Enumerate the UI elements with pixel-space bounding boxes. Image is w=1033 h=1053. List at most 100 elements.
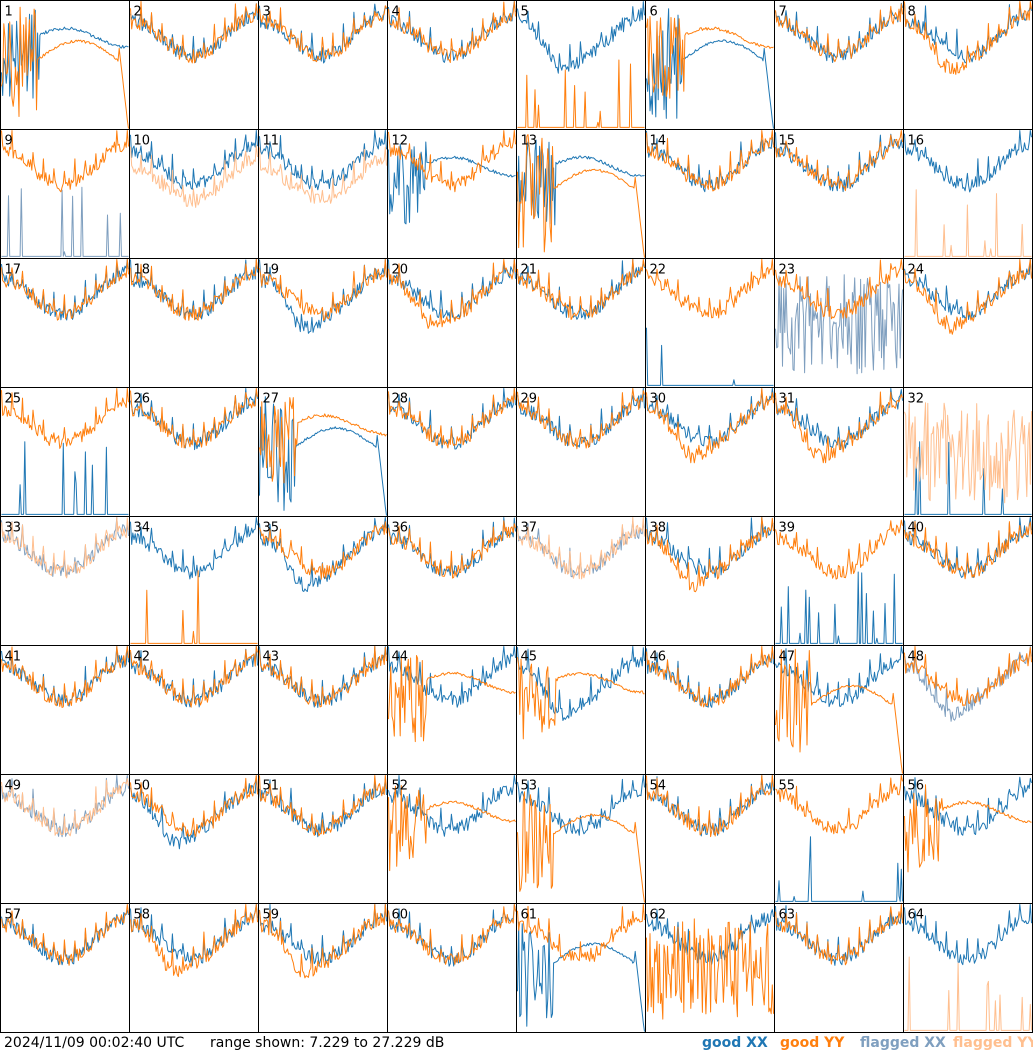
antenna-panel-39: 39 <box>774 516 904 646</box>
good-yy-line <box>259 904 387 979</box>
panel-number-label: 15 <box>779 134 796 149</box>
good-yy-line <box>388 520 516 579</box>
good-yy-line <box>388 388 516 449</box>
panel-number-label: 10 <box>134 134 151 149</box>
panel-number-label: 28 <box>392 392 409 407</box>
good-xx-line <box>646 388 774 450</box>
flagged-yy-line <box>904 402 1032 504</box>
legend-flagged-yy: flagged YY <box>953 1035 1033 1051</box>
antenna-panel-36: 36 <box>387 516 517 646</box>
good-yy-line <box>1 259 129 321</box>
good-yy-line <box>517 388 645 450</box>
good-xx-line <box>517 139 645 226</box>
panel-frame <box>774 903 904 1033</box>
panel-number-label: 51 <box>263 779 280 794</box>
flagged-xx-line <box>1 186 129 257</box>
good-yy-line <box>388 904 516 965</box>
antenna-panel-5: 5 <box>516 0 646 130</box>
antenna-panel-40: 40 <box>903 516 1033 646</box>
flagged-yy-line <box>1 517 129 579</box>
good-xx-line <box>646 517 774 579</box>
panel-frame <box>903 0 1033 130</box>
good-xx-line <box>517 646 645 721</box>
good-yy-line <box>130 388 258 449</box>
antenna-panel-59: 59 <box>258 903 388 1033</box>
antenna-panel-35: 35 <box>258 516 388 646</box>
good-yy-line <box>775 648 903 774</box>
antenna-panel-23: 23 <box>774 258 904 388</box>
antenna-panel-45: 45 <box>516 645 646 775</box>
antenna-panel-31: 31 <box>774 387 904 517</box>
panel-number-label: 27 <box>263 392 280 407</box>
antenna-panel-26: 26 <box>129 387 259 517</box>
panel-frame <box>645 774 775 904</box>
good-xx-line <box>1 441 129 515</box>
antenna-panel-60: 60 <box>387 903 517 1033</box>
panel-number-label: 33 <box>5 521 22 536</box>
good-yy-line <box>130 775 258 838</box>
panel-number-label: 12 <box>392 134 409 149</box>
panel-frame <box>0 258 130 388</box>
antenna-panel-57: 57 <box>0 903 130 1033</box>
panel-number-label: 5 <box>521 5 529 20</box>
legend-good-xx: good XX <box>702 1035 768 1051</box>
good-yy-line <box>130 1 258 64</box>
antenna-panel-21: 21 <box>516 258 646 388</box>
good-yy-line <box>646 775 774 838</box>
good-xx-line <box>775 571 903 644</box>
good-xx-line <box>388 141 516 225</box>
good-xx-line <box>259 396 387 516</box>
good-yy-line <box>904 520 1032 580</box>
panel-number-label: 42 <box>134 650 151 665</box>
flagged-yy-line <box>1 778 129 837</box>
good-yy-line <box>646 259 774 319</box>
panel-number-label: 34 <box>134 521 151 536</box>
good-yy-line <box>775 904 903 966</box>
antenna-panel-9: 9 <box>0 129 130 259</box>
antenna-panel-48: 48 <box>903 645 1033 775</box>
good-yy-line <box>517 59 645 128</box>
antenna-panel-50: 50 <box>129 774 259 904</box>
good-yy-line <box>1 6 129 129</box>
panel-frame <box>387 516 517 646</box>
good-xx-line <box>517 775 645 836</box>
flagged-yy-line <box>259 146 387 204</box>
panel-frame <box>516 387 646 517</box>
good-yy-line <box>646 130 774 192</box>
panel-frame <box>645 129 775 259</box>
good-xx-line <box>388 646 516 708</box>
good-yy-line <box>388 259 516 329</box>
good-yy-line <box>1 388 129 449</box>
panel-number-label: 32 <box>908 392 925 407</box>
good-yy-line <box>904 646 1032 707</box>
antenna-panel-51: 51 <box>258 774 388 904</box>
good-yy-line <box>775 775 903 835</box>
good-yy-line <box>904 784 1032 873</box>
antenna-panel-14: 14 <box>645 129 775 259</box>
antenna-panel-18: 18 <box>129 258 259 388</box>
flagged-xx-line <box>775 274 903 375</box>
good-yy-line <box>259 259 387 321</box>
good-yy-line <box>517 657 645 740</box>
good-yy-line <box>388 655 516 743</box>
good-yy-line <box>517 904 645 962</box>
panel-number-label: 9 <box>5 134 13 149</box>
panel-number-label: 55 <box>779 779 796 794</box>
antenna-panel-38: 38 <box>645 516 775 646</box>
good-xx-line <box>646 327 774 386</box>
antenna-panel-29: 29 <box>516 387 646 517</box>
panel-frame <box>387 774 517 904</box>
panel-number-label: 37 <box>521 521 538 536</box>
legend-good-yy: good YY <box>780 1035 845 1051</box>
panel-frame <box>258 0 388 130</box>
panel-frame <box>645 516 775 646</box>
panel-number-label: 17 <box>5 263 22 278</box>
panel-number-label: 31 <box>779 392 796 407</box>
good-xx-line <box>904 130 1032 193</box>
panel-frame <box>645 387 775 517</box>
good-yy-line <box>388 1 516 63</box>
panel-number-label: 41 <box>5 650 22 665</box>
good-yy-line <box>130 646 258 708</box>
panel-number-label: 20 <box>392 263 409 278</box>
antenna-panel-55: 55 <box>774 774 904 904</box>
